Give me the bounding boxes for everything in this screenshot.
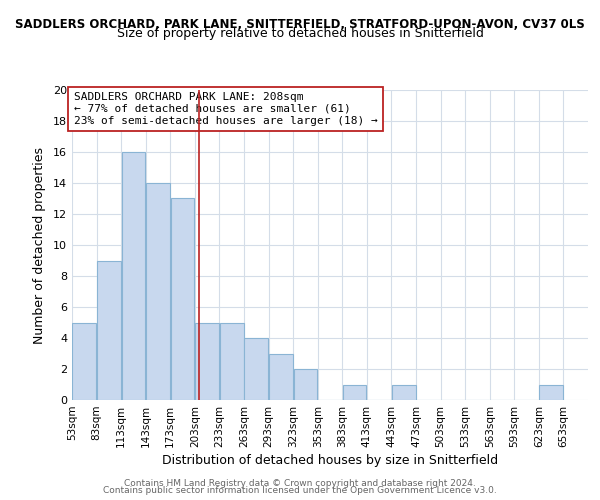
- Bar: [97, 260, 121, 400]
- Y-axis label: Number of detached properties: Number of detached properties: [33, 146, 46, 344]
- Text: Contains HM Land Registry data © Crown copyright and database right 2024.: Contains HM Land Registry data © Crown c…: [124, 478, 476, 488]
- Bar: [195, 322, 219, 400]
- Text: SADDLERS ORCHARD PARK LANE: 208sqm
← 77% of detached houses are smaller (61)
23%: SADDLERS ORCHARD PARK LANE: 208sqm ← 77%…: [74, 92, 377, 126]
- X-axis label: Distribution of detached houses by size in Snitterfield: Distribution of detached houses by size …: [162, 454, 498, 467]
- Text: Size of property relative to detached houses in Snitterfield: Size of property relative to detached ho…: [116, 28, 484, 40]
- Bar: [539, 384, 563, 400]
- Bar: [392, 384, 416, 400]
- Bar: [220, 322, 244, 400]
- Bar: [170, 198, 194, 400]
- Bar: [269, 354, 293, 400]
- Bar: [146, 183, 170, 400]
- Text: Contains public sector information licensed under the Open Government Licence v3: Contains public sector information licen…: [103, 486, 497, 495]
- Bar: [293, 369, 317, 400]
- Bar: [244, 338, 268, 400]
- Bar: [343, 384, 367, 400]
- Bar: [122, 152, 145, 400]
- Text: SADDLERS ORCHARD, PARK LANE, SNITTERFIELD, STRATFORD-UPON-AVON, CV37 0LS: SADDLERS ORCHARD, PARK LANE, SNITTERFIEL…: [15, 18, 585, 30]
- Bar: [73, 322, 96, 400]
